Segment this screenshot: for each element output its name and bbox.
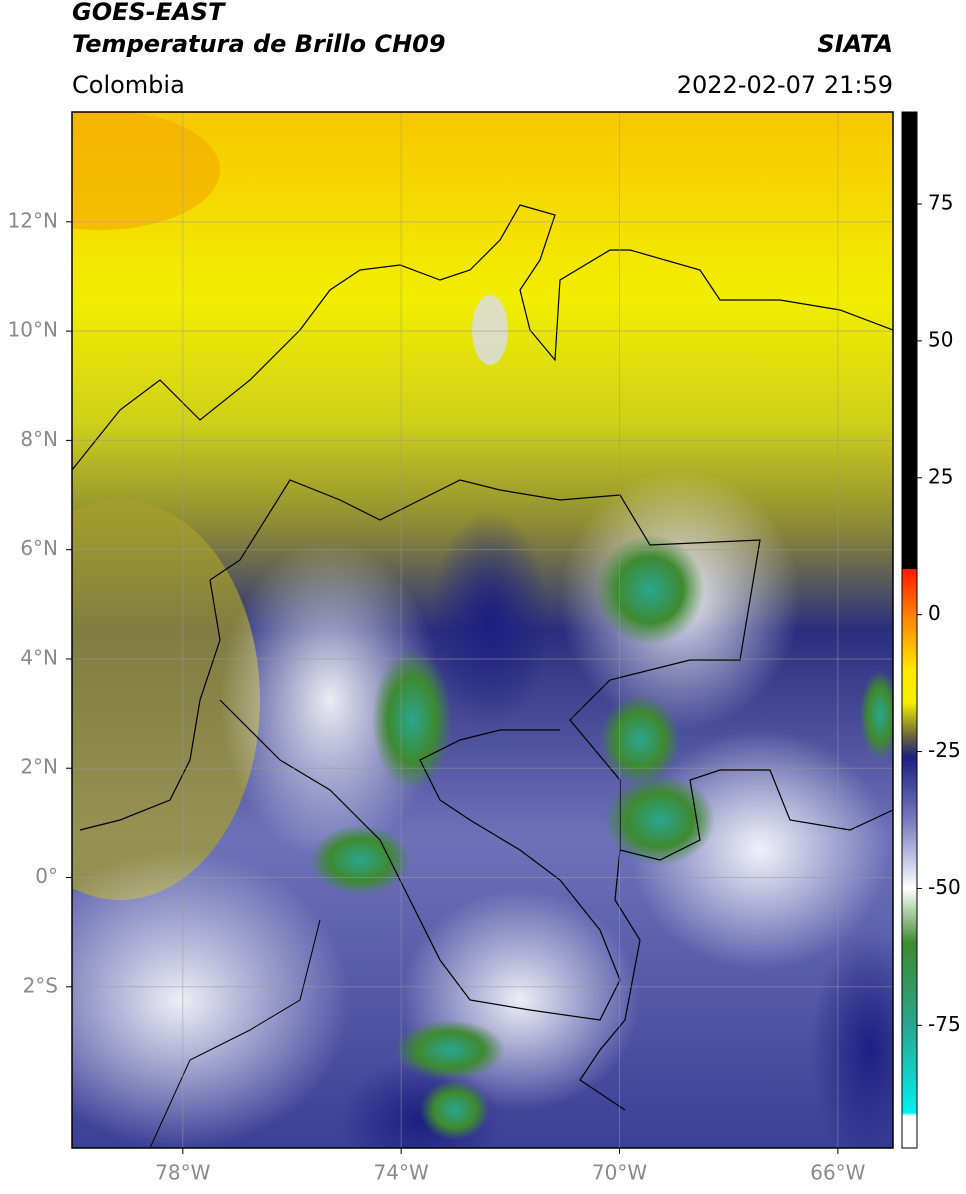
y-tick-label: 2°N (20, 755, 58, 779)
x-tick-label: 70°W (592, 1161, 647, 1185)
y-tick-label: 4°N (20, 645, 58, 669)
x-tick-label: 66°W (810, 1161, 865, 1185)
colorbar-tick-label: 0 (928, 601, 941, 625)
colorbar-tick-label: 75 (928, 190, 953, 214)
colorbar-tick-label: -75 (928, 1012, 961, 1036)
map-frame (71, 111, 894, 1149)
y-tick-label: 10°N (8, 318, 58, 342)
colorbar-tick-label: 25 (928, 464, 953, 488)
y-tick-label: 2°S (23, 973, 58, 997)
region: Colombia (72, 71, 185, 99)
y-tick-label: 6°N (20, 536, 58, 560)
x-tick-label: 78°W (155, 1161, 210, 1185)
colorbar-tick-label: 50 (928, 327, 953, 351)
y-tick-label: 8°N (20, 427, 58, 451)
title: GOES-EAST (72, 0, 226, 26)
colorbar (901, 111, 918, 1149)
satellite-image (72, 112, 893, 1148)
colorbar-tick-label: -25 (928, 738, 961, 762)
y-tick-label: 0° (35, 864, 58, 888)
y-tick-label: 12°N (8, 208, 58, 232)
x-tick-label: 74°W (374, 1161, 429, 1185)
timestamp: 2022-02-07 21:59 (677, 71, 893, 99)
subtitle: Temperatura de Brillo CH09 (72, 30, 446, 58)
source: SIATA (817, 30, 893, 58)
grid (72, 112, 893, 1148)
colorbar-tick-label: -50 (928, 875, 961, 899)
